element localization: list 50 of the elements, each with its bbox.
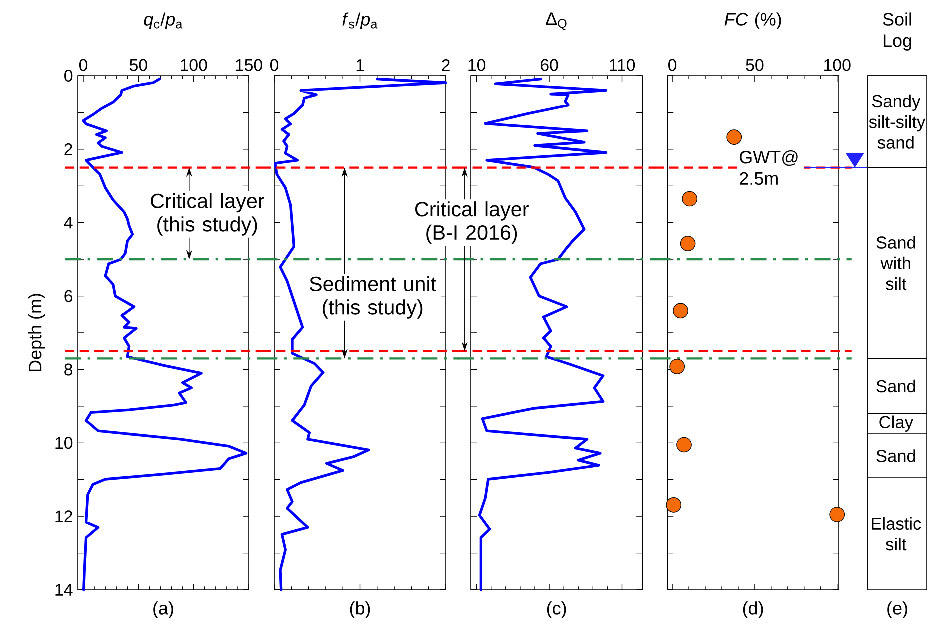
x-axis-title: f$_{s}$/p$_{a}$ <box>342 12 378 30</box>
series-label: Clay <box>880 416 914 432</box>
x-tick-label: 60 <box>540 59 558 72</box>
point <box>676 437 692 453</box>
x-tick-label: 100 <box>181 59 208 72</box>
x-tick-label: 110 <box>610 59 636 72</box>
x-tick-label: 0 <box>668 59 677 72</box>
point <box>670 359 685 374</box>
x-axis-title: FC (%) <box>724 12 782 30</box>
y-tick-label: 4 <box>64 217 73 229</box>
y-tick-label: 12 <box>56 510 72 522</box>
series-label: Sandy silt-silty sand <box>869 94 926 149</box>
x-tick-label: 1 <box>356 60 364 72</box>
series-label: Sand with silt <box>876 236 916 290</box>
x-tick-label: 100 <box>824 59 851 72</box>
x-tick-label: 0 <box>270 59 279 72</box>
x-axis-title: Δ$_{Q}$ <box>546 12 567 30</box>
point <box>726 130 742 145</box>
annotation: Critical layer (B-I 2016) <box>415 202 529 244</box>
point <box>666 498 682 513</box>
x-axis-title: q$_{c}$/p$_{a}$ <box>144 12 183 30</box>
y-tick-label: 2 <box>64 144 72 156</box>
x-tick-label: 50 <box>746 59 764 72</box>
series-label: Elastic silt <box>872 517 922 551</box>
point <box>673 303 688 319</box>
series-label: Sand <box>876 380 916 393</box>
ref-line-label: GWT@ 2.5m <box>740 150 798 186</box>
x-tick-label: 10 <box>468 59 486 72</box>
y-tick-label: 6 <box>64 290 73 302</box>
x-tick-label: 0 <box>79 59 88 72</box>
annotation: Sediment unit (this study) <box>310 276 436 319</box>
series-label: Sand <box>876 450 916 462</box>
point <box>830 507 846 522</box>
text: (c) <box>547 602 566 618</box>
y-tick-label: 10 <box>56 437 73 450</box>
point <box>680 236 696 252</box>
x-tick-label: 2 <box>442 59 450 72</box>
text: (a) <box>154 602 174 618</box>
point <box>682 191 698 207</box>
x-axis-title: Soil Log <box>883 12 912 51</box>
y-tick-label: 0 <box>64 70 73 82</box>
x-tick-label: 150 <box>236 59 262 72</box>
y-axis-title: Depth (m) <box>28 294 46 372</box>
text: (d) <box>743 602 764 618</box>
y-tick-label: 14 <box>56 584 73 596</box>
x-tick-label: 50 <box>130 59 148 72</box>
text: (e) <box>888 602 908 618</box>
y-tick-label: 8 <box>64 364 73 376</box>
annotation: Critical layer (this study) <box>151 193 264 236</box>
text: (b) <box>350 602 370 618</box>
